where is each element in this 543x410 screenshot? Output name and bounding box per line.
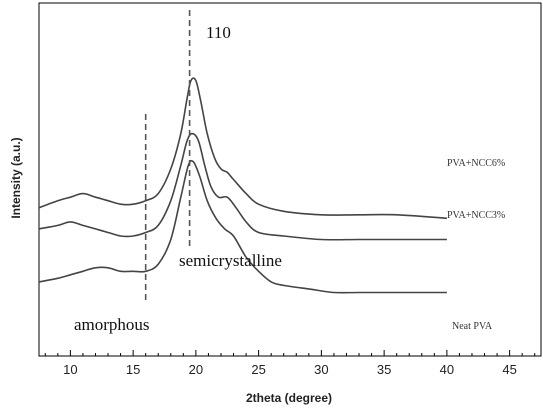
plot-frame bbox=[38, 2, 542, 357]
peak-110-label: 110 bbox=[206, 23, 231, 42]
x-tick-label: 25 bbox=[251, 362, 265, 377]
series-label-ncc3: PVA+NCC3% bbox=[447, 210, 505, 221]
curve-pva-ncc3 bbox=[38, 132, 447, 241]
x-tick-label: 10 bbox=[63, 362, 77, 377]
series-label-ncc6: PVA+NCC6% bbox=[447, 158, 505, 169]
amorphous-label: amorphous bbox=[74, 315, 150, 334]
plot-axes: 10 15 20 25 30 35 40 45 bbox=[38, 2, 542, 377]
x-tick-label: 35 bbox=[377, 362, 391, 377]
curve-neat-pva bbox=[38, 159, 447, 294]
x-tick-label: 15 bbox=[126, 362, 140, 377]
x-tick-label: 30 bbox=[314, 362, 328, 377]
x-tick-label: 20 bbox=[189, 362, 203, 377]
x-tick-label: 45 bbox=[502, 362, 516, 377]
curves bbox=[38, 77, 447, 294]
reference-lines bbox=[144, 10, 191, 300]
x-axis-title: 2theta (degree) bbox=[246, 391, 332, 405]
curve-pva-ncc6 bbox=[38, 77, 447, 220]
series-label-neat: Neat PVA bbox=[452, 321, 493, 332]
x-tick-label: 40 bbox=[440, 362, 454, 377]
y-axis-title: Intensity (a.u.) bbox=[9, 137, 23, 218]
semicrystalline-label: semicrystalline bbox=[179, 251, 282, 270]
